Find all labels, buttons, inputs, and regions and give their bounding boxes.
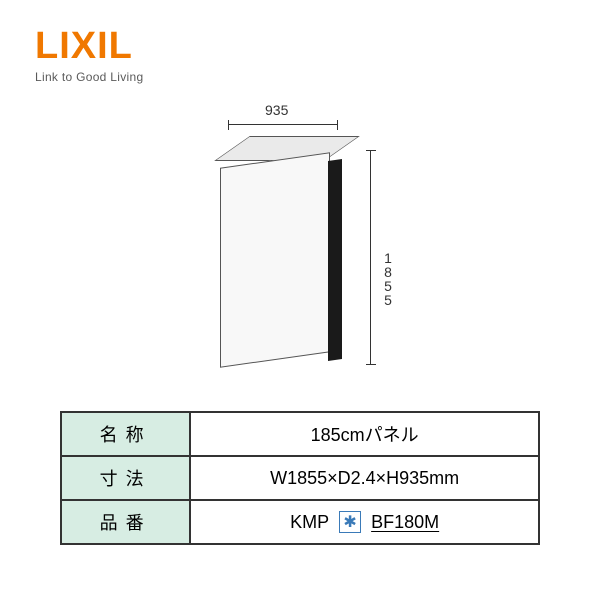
panel-side-face	[328, 159, 342, 361]
spec-label-model: 品番	[61, 500, 190, 544]
table-row: 名称 185cmパネル	[61, 412, 539, 456]
spec-table: 名称 185cmパネル 寸法 W1855×D2.4×H935mm 品番 KMP …	[60, 411, 540, 545]
panel-diagram: 935 1855	[210, 120, 410, 390]
spec-value-dimensions: W1855×D2.4×H935mm	[190, 456, 539, 500]
dimension-height-label: 1855	[380, 250, 396, 306]
table-row: 寸法 W1855×D2.4×H935mm	[61, 456, 539, 500]
dimension-line-height	[370, 150, 371, 365]
logo-area: LIXIL Link to Good Living	[35, 25, 143, 84]
spec-label-dimensions: 寸法	[61, 456, 190, 500]
brand-logo: LIXIL	[35, 25, 143, 68]
snowflake-icon: ✱	[339, 511, 361, 533]
panel-front-face	[220, 152, 330, 367]
spec-value-model: KMP ✱ BF180M	[190, 500, 539, 544]
model-code: BF180M	[371, 512, 439, 533]
brand-tagline: Link to Good Living	[35, 70, 143, 84]
dimension-width-label: 935	[265, 102, 288, 118]
spec-label-name: 名称	[61, 412, 190, 456]
dimension-line-width	[228, 124, 338, 125]
table-row: 品番 KMP ✱ BF180M	[61, 500, 539, 544]
model-prefix: KMP	[290, 512, 329, 533]
spec-value-name: 185cmパネル	[190, 412, 539, 456]
